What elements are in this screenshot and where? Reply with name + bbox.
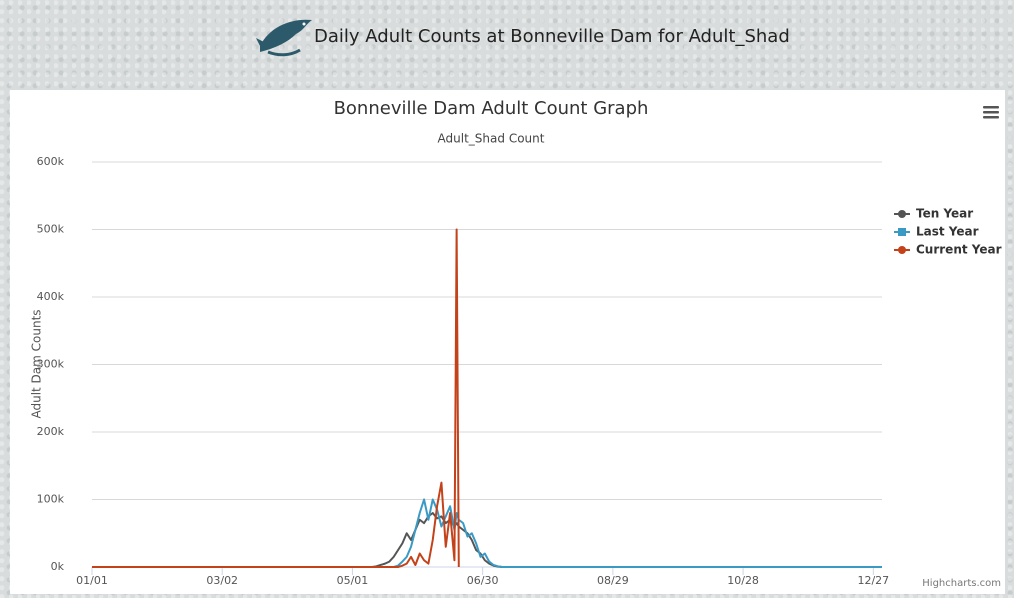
menu-bar (983, 116, 999, 119)
legend-item[interactable]: Current Year (894, 243, 1002, 257)
y-axis-title: Adult Dam Counts (30, 309, 44, 418)
y-tick-label: 300k (37, 358, 65, 371)
legend-label: Last Year (916, 225, 979, 239)
x-tick-label: 10/28 (727, 574, 759, 587)
series-line (92, 498, 882, 568)
series-line (92, 228, 460, 568)
legend-item[interactable]: Last Year (894, 225, 979, 239)
y-tick-label: 500k (37, 223, 65, 236)
legend-marker (898, 210, 906, 218)
x-tick-label: 06/30 (467, 574, 499, 587)
y-tick-label: 400k (37, 290, 65, 303)
menu-bar (983, 111, 999, 114)
page-title: Daily Adult Counts at Bonneville Dam for… (314, 26, 790, 47)
y-tick-label: 200k (37, 425, 65, 438)
legend-marker (898, 246, 906, 254)
chart-subtitle: Adult_Shad Count (438, 132, 545, 146)
header: Daily Adult Counts at Bonneville Dam for… (0, 0, 1014, 90)
menu-bar (983, 106, 999, 109)
x-tick-label: 05/01 (337, 574, 369, 587)
legend-label: Current Year (916, 243, 1002, 257)
chart: Bonneville Dam Adult Count Graph Adult_S… (30, 98, 1002, 589)
legend-item[interactable]: Ten Year (894, 207, 973, 221)
legend-label: Ten Year (916, 207, 973, 221)
chart-panel: Bonneville Dam Adult Count Graph Adult_S… (10, 90, 1005, 594)
chart-title: Bonneville Dam Adult Count Graph (334, 98, 649, 119)
y-tick-label: 0k (51, 560, 65, 573)
x-tick-label: 12/27 (857, 574, 889, 587)
x-tick-label: 08/29 (597, 574, 629, 587)
credits[interactable]: Highcharts.com (922, 578, 1001, 589)
x-tick-label: 03/02 (206, 574, 238, 587)
x-tick-label: 01/01 (76, 574, 108, 587)
y-tick-label: 100k (37, 493, 65, 506)
y-tick-label: 600k (37, 155, 65, 168)
fish-logo (256, 19, 312, 57)
menu-button[interactable] (980, 104, 1002, 122)
legend-marker (898, 228, 906, 236)
